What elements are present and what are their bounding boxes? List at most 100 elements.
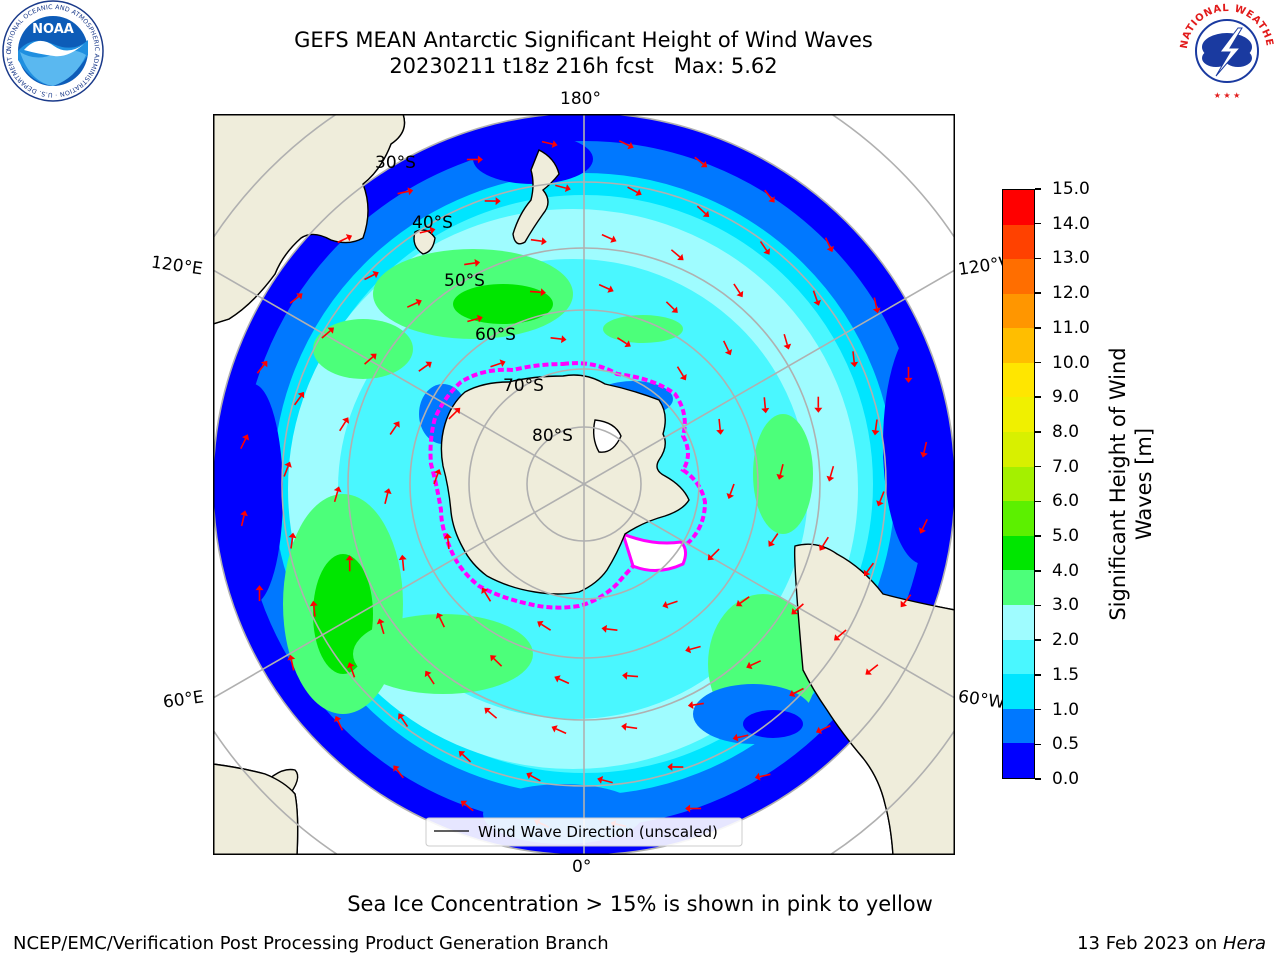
wave-arrow-head	[499, 359, 506, 367]
sea-ice-note: Sea Ice Concentration > 15% is shown in …	[347, 892, 933, 916]
wave-arrow-shaft	[868, 664, 879, 673]
wave-arrow-shaft	[829, 465, 835, 478]
colorbar-tick-label: 1.0	[1052, 699, 1080, 720]
colorbar-tick-mark	[1035, 708, 1041, 711]
wave-arrow-head	[872, 307, 881, 314]
wave-arrow-head	[789, 689, 796, 697]
wave-arrow-shaft	[824, 237, 832, 248]
wave-arrow-shaft	[256, 364, 265, 374]
wave-arrow-head	[736, 290, 744, 298]
colorbar-tick-mark	[1035, 778, 1041, 780]
wave-arrow-shaft	[820, 724, 831, 732]
wave-arrow-head	[768, 196, 775, 203]
lon-label-60w: 60°W	[956, 686, 1007, 714]
graticule	[213, 114, 955, 855]
wave-arrow-head	[342, 417, 349, 424]
wave-arrow-head	[850, 361, 859, 368]
wave-arrow-head	[284, 461, 292, 468]
lat-label-60s: 60°S	[475, 325, 516, 345]
wave-arrow-shaft	[427, 674, 435, 685]
wave-arrow-shaft	[763, 397, 767, 409]
wave-arrow-head	[242, 434, 250, 441]
wave-arrow-head	[393, 765, 400, 772]
wave-arrow-shaft	[240, 438, 247, 450]
wave-arrow-shaft	[336, 720, 344, 731]
wave-arrow-head	[287, 654, 296, 661]
wave-arrow-shaft	[321, 330, 331, 339]
colorbar-tick-mark	[1035, 674, 1041, 676]
colorbar-tick-label: 11.0	[1052, 317, 1090, 338]
wave-arrow-shaft	[879, 491, 885, 502]
wave-arrow-shaft	[467, 317, 479, 323]
wave-arrow-shaft	[729, 483, 735, 495]
wave-arrow-head	[865, 668, 872, 675]
colorbar-segment	[1003, 224, 1034, 260]
wave-arrow-shaft	[364, 356, 374, 365]
wave-arrow-head	[347, 662, 355, 669]
wave-arrow-shaft	[821, 536, 829, 547]
wave-arrow-shaft	[670, 249, 681, 258]
wave-arrow-head	[597, 776, 604, 784]
colorbar-tick-label: 14.0	[1052, 213, 1090, 234]
wave-arrow-head	[526, 772, 533, 780]
wave-arrow-head	[393, 421, 400, 428]
colorbar-tick-mark	[1035, 257, 1041, 260]
wave-arrow-head	[791, 608, 798, 615]
lon-label-120e: 120°E	[149, 252, 204, 280]
wave-arrow-shaft	[555, 728, 567, 735]
footer-credit: NCEP/EMC/Verification Post Processing Pr…	[13, 933, 609, 954]
wave-arrow-shaft	[418, 364, 429, 372]
wave-arrow-shaft	[873, 297, 878, 309]
wave-arrow-head	[372, 271, 379, 279]
svg-text:★ ★ ★: ★ ★ ★	[1214, 91, 1241, 100]
wave-arrow-shaft	[461, 753, 472, 763]
wave-arrow-shaft	[710, 548, 720, 558]
wave-arrow-head	[761, 407, 770, 414]
antarctica	[440, 374, 690, 595]
wave-arrow-head	[490, 655, 497, 662]
colorbar-tick-mark	[1035, 465, 1041, 468]
wave-arrow-head	[776, 473, 785, 480]
wave-arrow-head	[601, 624, 607, 633]
wave-arrow-head	[677, 253, 684, 261]
wave-arrow-shaft	[852, 351, 855, 363]
lat-label-50s: 50°S	[444, 271, 485, 291]
colorbar-tick-label: 3.0	[1052, 595, 1080, 616]
wave-arrow-head	[435, 612, 444, 619]
colorbar-segment	[1003, 362, 1034, 398]
wave-arrow-head	[813, 299, 821, 306]
wave-arrow-head	[434, 469, 442, 475]
wave-arrow-shaft	[389, 424, 398, 435]
wave-arrow-head	[398, 713, 405, 720]
lon-label-180: 180°	[560, 89, 601, 109]
wave-arrow-shaft	[718, 418, 721, 430]
wave-arrow-shaft	[783, 333, 789, 346]
wave-arrow-shaft	[812, 290, 818, 302]
wave-arrow-head	[477, 155, 483, 164]
colorbar-segment	[1003, 328, 1034, 363]
wave-arrow-shaft	[490, 362, 502, 368]
wave-arrow-shaft	[419, 229, 431, 234]
wave-arrow-head	[732, 733, 739, 742]
colorbar-segment	[1003, 259, 1034, 294]
footer-machine: Hera	[1222, 933, 1266, 954]
colorbar-tick-mark	[1035, 396, 1041, 398]
wave-arrow-shaft	[618, 140, 630, 147]
wave-arrow-shaft	[627, 186, 638, 194]
wave-arrow-shaft	[464, 262, 476, 266]
wave-arrow-shaft	[689, 645, 701, 651]
wave-arrow-head	[707, 553, 715, 561]
wave-arrow-shaft	[837, 629, 847, 638]
wave-arrow-head	[541, 237, 547, 246]
wave-arrow-shaft	[550, 337, 562, 340]
wave-arrow-shaft	[737, 734, 749, 739]
wave-arrow-head	[429, 226, 436, 235]
wave-arrow-head	[920, 451, 928, 458]
wave-arrow-shaft	[406, 301, 418, 308]
wave-arrow-head	[768, 540, 775, 547]
wave-arrow-head	[453, 407, 461, 415]
wave-arrow-shaft	[696, 205, 707, 215]
wave-arrow-head	[495, 197, 501, 206]
wave-arrow-shaft	[364, 273, 375, 281]
wave-arrow-head	[443, 533, 452, 539]
